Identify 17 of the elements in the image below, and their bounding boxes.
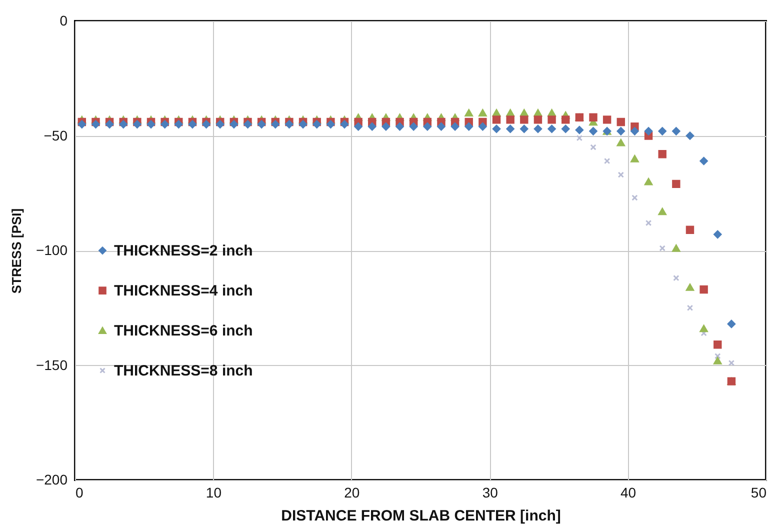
x-tick-label: 10	[206, 484, 222, 500]
x-tick-label: 0	[76, 484, 84, 500]
legend-label: THICKNESS=6 inch	[114, 322, 253, 340]
x-tick-label: 30	[482, 484, 498, 500]
legend-label: THICKNESS=4 inch	[114, 282, 253, 300]
y-tick-label: 0	[60, 12, 68, 28]
x-tick-label: 20	[344, 484, 360, 500]
y-tick-label: −200	[36, 472, 68, 488]
y-tick-label: −50	[44, 127, 68, 144]
legend-label: THICKNESS=8 inch	[114, 362, 253, 380]
x-tick-label: 50	[750, 484, 767, 500]
x-tick-label: 40	[620, 484, 636, 500]
y-tick-label: −100	[36, 242, 68, 258]
legend-label: THICKNESS=2 inch	[114, 242, 253, 260]
x-axis-title: DISTANCE FROM SLAB CENTER [inch]	[281, 508, 561, 524]
y-axis-title: STRESS [PSI]	[8, 208, 24, 294]
y-tick-label: −150	[36, 356, 68, 373]
